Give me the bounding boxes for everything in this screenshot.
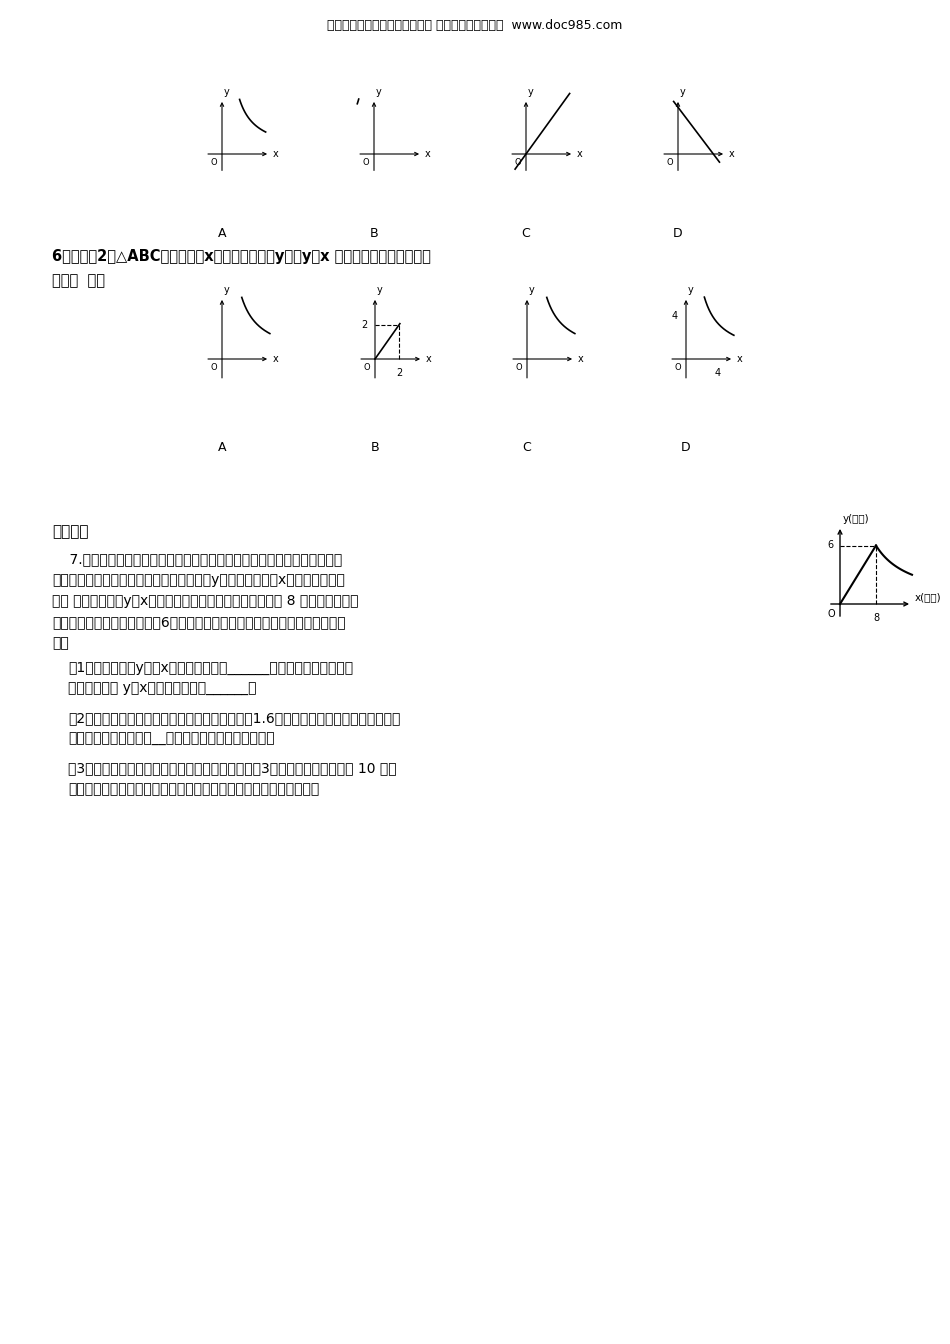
Text: y: y [680, 87, 686, 97]
Text: 中考链接: 中考链接 [52, 524, 88, 539]
Text: 毒开始，至少需要经过__分钟后，学生才能回到教室；: 毒开始，至少需要经过__分钟后，学生才能回到教室； [68, 732, 275, 746]
Text: A: A [218, 227, 226, 241]
Text: y: y [528, 87, 534, 97]
Text: O: O [210, 159, 217, 167]
Text: x: x [737, 353, 743, 364]
Text: O: O [514, 159, 521, 167]
Text: 小学、初中、高中各种试卷真题 知识归纳等免费下载  www.doc985.com: 小学、初中、高中各种试卷真题 知识归纳等免费下载 www.doc985.com [328, 19, 622, 32]
Text: 6．面积为2的△ABC，一边长为x，这边上的高为y，则y与x 的变化规律用图象表示大: 6．面积为2的△ABC，一边长为x，这边上的高为y，则y与x 的变化规律用图象表… [52, 249, 431, 263]
Text: （1）药物燃烧时y关于x的函数关系式为______，自变量的取値范围是: （1）药物燃烧时y关于x的函数关系式为______，自变量的取値范围是 [68, 661, 353, 675]
Text: x: x [273, 149, 278, 159]
Text: 7.为了预防流行性感冒，某学校对教室采用药燰消毒法进行消毒．已知，: 7.为了预防流行性感冒，某学校对教室采用药燰消毒法进行消毒．已知， [52, 552, 342, 566]
Text: 2: 2 [362, 320, 368, 329]
Text: D: D [674, 227, 683, 241]
Text: y: y [529, 285, 535, 294]
Text: y: y [224, 285, 230, 294]
Text: C: C [522, 227, 530, 241]
Text: x(分钟): x(分钟) [915, 591, 941, 602]
Text: y(毫克): y(毫克) [843, 513, 869, 524]
Text: y: y [224, 87, 230, 97]
Text: O: O [666, 159, 673, 167]
Text: y: y [688, 285, 694, 294]
Text: 时，才能有效杀灰空气中的病菌，那么此次消毒是否有效？为什么？: 时，才能有效杀灰空气中的病菌，那么此次消毒是否有效？为什么？ [68, 782, 319, 796]
Text: 内空气中每立方米的含药量为6毫克，请你根据题中所提供的信息，解答下列问: 内空气中每立方米的含药量为6毫克，请你根据题中所提供的信息，解答下列问 [52, 616, 346, 629]
Text: A: A [218, 441, 226, 454]
Text: 6: 6 [827, 540, 834, 551]
Text: y: y [376, 87, 382, 97]
Text: x: x [578, 353, 583, 364]
Text: 4: 4 [714, 368, 720, 378]
Text: B: B [370, 441, 379, 454]
Text: O: O [827, 609, 835, 620]
Text: 致是（  ）．: 致是（ ）． [52, 273, 105, 288]
Text: O: O [210, 363, 217, 372]
Text: 2: 2 [396, 368, 402, 378]
Text: x: x [577, 149, 582, 159]
Text: （2）研究表明，当空气中每立方米的含药量低于1.6毫克时学生方可进教室，那么从消: （2）研究表明，当空气中每立方米的含药量低于1.6毫克时学生方可进教室，那么从消 [68, 711, 400, 724]
Text: y: y [377, 285, 383, 294]
Text: O: O [362, 159, 369, 167]
Text: O: O [674, 363, 681, 372]
Text: B: B [370, 227, 378, 241]
Text: （3）研究表明，当空气中每立方米的含药量不低于3毫克且持续时间不低于 10 分钟: （3）研究表明，当空气中每立方米的含药量不低于3毫克且持续时间不低于 10 分钟 [68, 761, 397, 775]
Text: O: O [515, 363, 522, 372]
Text: x: x [729, 149, 734, 159]
Text: x: x [425, 149, 430, 159]
Text: O: O [363, 363, 370, 372]
Text: x: x [273, 353, 278, 364]
Text: 例， 药物燃烧后，y与x成反比例（如图所示）．现测得药物 8 分钟燃毕，此室: 例， 药物燃烧后，y与x成反比例（如图所示）．现测得药物 8 分钟燃毕，此室 [52, 594, 358, 607]
Text: ；药物燃烧后 y与x的函数关系式为______；: ；药物燃烧后 y与x的函数关系式为______； [68, 681, 256, 696]
Text: 8: 8 [873, 613, 879, 624]
Text: 药物燃烧时，室内每立方米空气中的含药量y（毫克）与时间x（分钟）成正比: 药物燃烧时，室内每立方米空气中的含药量y（毫克）与时间x（分钟）成正比 [52, 573, 345, 587]
Text: C: C [522, 441, 531, 454]
Text: D: D [681, 441, 691, 454]
Text: x: x [426, 353, 431, 364]
Text: 4: 4 [672, 310, 678, 321]
Text: 题：: 题： [52, 636, 68, 650]
